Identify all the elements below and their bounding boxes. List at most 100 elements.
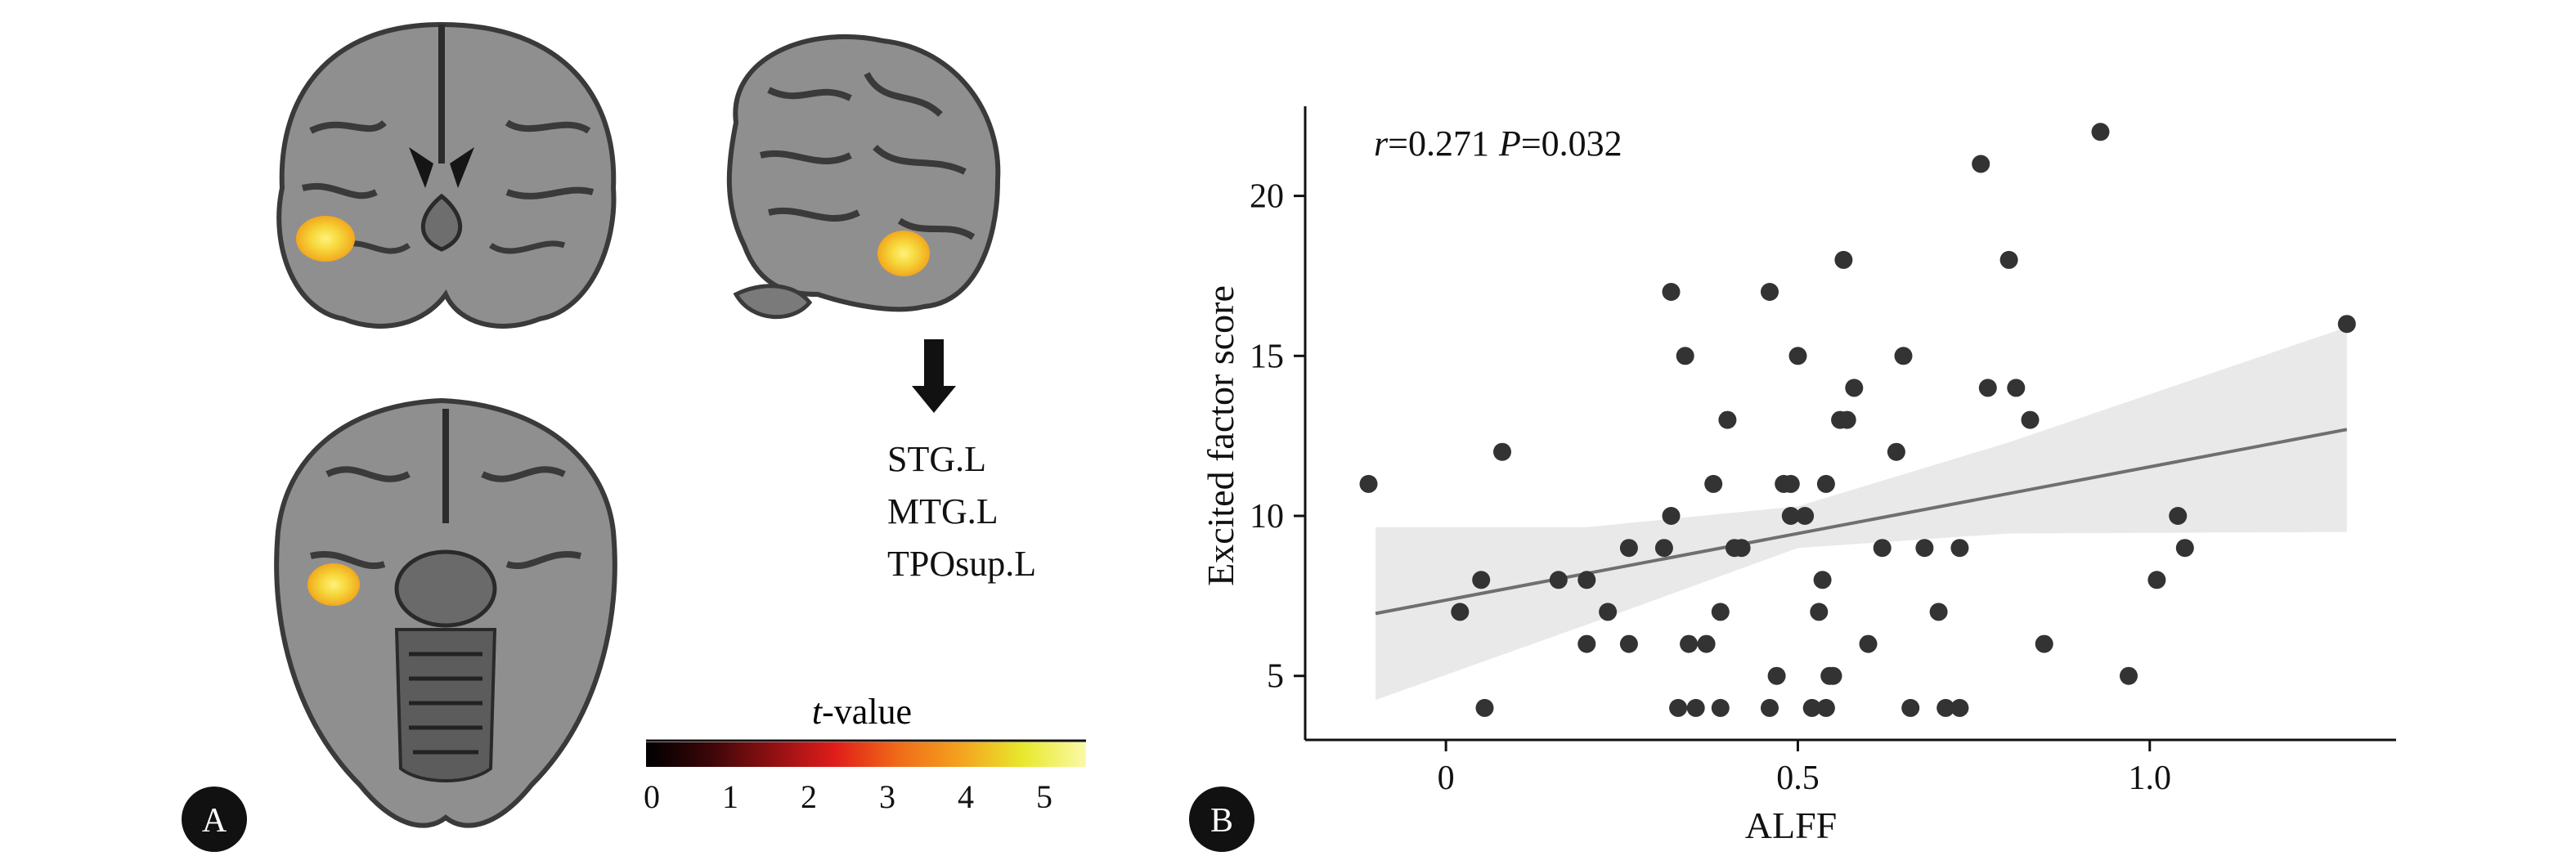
colorbar: t-value 0 1 2 3 4 5: [644, 692, 1086, 815]
scatter-point: [1662, 507, 1681, 525]
scatter-point: [1838, 410, 1856, 429]
stats-annotation: r=0.271 P=0.032: [1374, 123, 1622, 164]
down-arrow-icon: [912, 339, 956, 413]
region-label: STG.L: [887, 439, 986, 479]
svg-text:A: A: [202, 802, 227, 840]
scatter-point: [1796, 507, 1815, 525]
scatter-point: [1813, 571, 1832, 589]
scatter-point: [1901, 698, 1920, 717]
scatter-points: [1359, 123, 2356, 717]
scatter-point: [1761, 698, 1779, 717]
scatter-point: [2021, 410, 2040, 429]
panel-a: STG.L MTG.L TPOsup.L t-value 0 1 2 3 4 5…: [182, 21, 1086, 852]
scatter-point: [2147, 571, 2166, 589]
scatter-point: [2007, 379, 2026, 397]
scatter-point: [1577, 571, 1596, 589]
scatter-point: [1686, 698, 1705, 717]
scatter-point: [2035, 634, 2053, 653]
scatter-point: [1816, 698, 1835, 717]
scatter-point: [1680, 634, 1699, 653]
confidence-band: [1376, 327, 2347, 701]
y-tick-label: 5: [1267, 658, 1284, 696]
colorbar-tick-label: 4: [958, 778, 974, 815]
scatter-point: [1781, 507, 1800, 525]
scatter-point: [1873, 539, 1892, 558]
y-tick-label: 15: [1250, 338, 1284, 375]
confidence-band-area: [1376, 327, 2347, 701]
regression-line: [1375, 428, 2348, 616]
scatter-point: [1577, 634, 1596, 653]
scatter-point: [1972, 155, 1990, 173]
activation-blob-sagittal: [877, 231, 930, 276]
scatter-point: [1451, 603, 1470, 621]
scatter-point: [1732, 539, 1751, 558]
scatter-point: [1816, 474, 1835, 493]
scatter-point: [1619, 634, 1638, 653]
scatter-point: [1711, 698, 1730, 717]
axial-brain-slice: [274, 397, 617, 828]
scatter-point: [1676, 347, 1694, 365]
scatter-point: [1950, 539, 1969, 558]
scatter-point: [1950, 698, 1969, 717]
scatter-point: [1359, 474, 1378, 493]
x-axis-label: ALFF: [1745, 804, 1837, 846]
x-tick-label: 1.0: [2129, 760, 2172, 797]
scatter-point: [1767, 666, 1786, 685]
scatter-point: [1761, 283, 1779, 301]
scatter-point: [1493, 442, 1511, 461]
region-label: TPOsup.L: [887, 544, 1036, 584]
scatter-point: [2091, 123, 2110, 141]
scatter-point: [1936, 698, 1955, 717]
scatter-point: [1669, 698, 1688, 717]
scatter-point: [1887, 442, 1905, 461]
scatter-point: [1472, 571, 1491, 589]
panel-b-badge: B: [1189, 787, 1254, 852]
colorbar-tick-label: 0: [644, 778, 660, 815]
axes: 0 0.5 1.0 5 10 15 20: [1250, 106, 2396, 797]
scatter-point: [2337, 315, 2356, 334]
colorbar-tick-label: 5: [1036, 778, 1052, 815]
x-tick-label: 0.5: [1776, 760, 1820, 797]
colorbar-ticks: 0 1 2 3 4 5: [644, 778, 1052, 815]
region-label: MTG.L: [887, 491, 999, 531]
scatter-point: [1999, 250, 2018, 269]
colorbar-title: t-value: [812, 692, 912, 732]
scatter-point: [1788, 347, 1807, 365]
scatter-point: [1802, 698, 1821, 717]
scatter-point: [1929, 603, 1948, 621]
scatter-point: [2169, 507, 2188, 525]
region-labels: STG.L MTG.L TPOsup.L: [887, 439, 1036, 584]
colorbar-tick-label: 1: [722, 778, 738, 815]
activation-blob-coronal: [296, 216, 355, 262]
scatter-point: [1697, 634, 1716, 653]
scatter-point: [1549, 571, 1568, 589]
scatter-point: [1718, 410, 1737, 429]
scatter-point: [2120, 666, 2138, 685]
scatter-point: [1894, 347, 1913, 365]
scatter-point: [1711, 603, 1730, 621]
coronal-brain-slice: [276, 21, 617, 329]
scatter-point: [1859, 634, 1878, 653]
scatter-point: [1599, 603, 1618, 621]
sagittal-brain-slice: [726, 34, 1001, 320]
panel-a-badge: A: [182, 787, 247, 852]
scatter-point: [1475, 698, 1494, 717]
scatter-point: [1824, 666, 1842, 685]
regression-line-group: [1375, 428, 2348, 616]
scatter-point: [1915, 539, 1934, 558]
scatter-point: [1978, 379, 1997, 397]
y-tick-label: 20: [1250, 178, 1284, 216]
scatter-point: [1619, 539, 1638, 558]
scatter-point: [1845, 379, 1864, 397]
activation-blob-axial: [307, 563, 360, 606]
svg-text:B: B: [1210, 802, 1233, 840]
scatter-point: [1704, 474, 1723, 493]
scatter-point: [1834, 250, 1853, 269]
scatter-point: [1662, 283, 1681, 301]
scatter-point: [2175, 539, 2194, 558]
colorbar-tick-label: 3: [879, 778, 895, 815]
scatter-point: [1654, 539, 1673, 558]
y-axis-label: Excited factor score: [1200, 285, 1241, 586]
panel-b: 0 0.5 1.0 5 10 15 20 r=0.271 P=0.032 ALFF Excit…: [1189, 106, 2396, 852]
scatter-point: [1781, 474, 1800, 493]
